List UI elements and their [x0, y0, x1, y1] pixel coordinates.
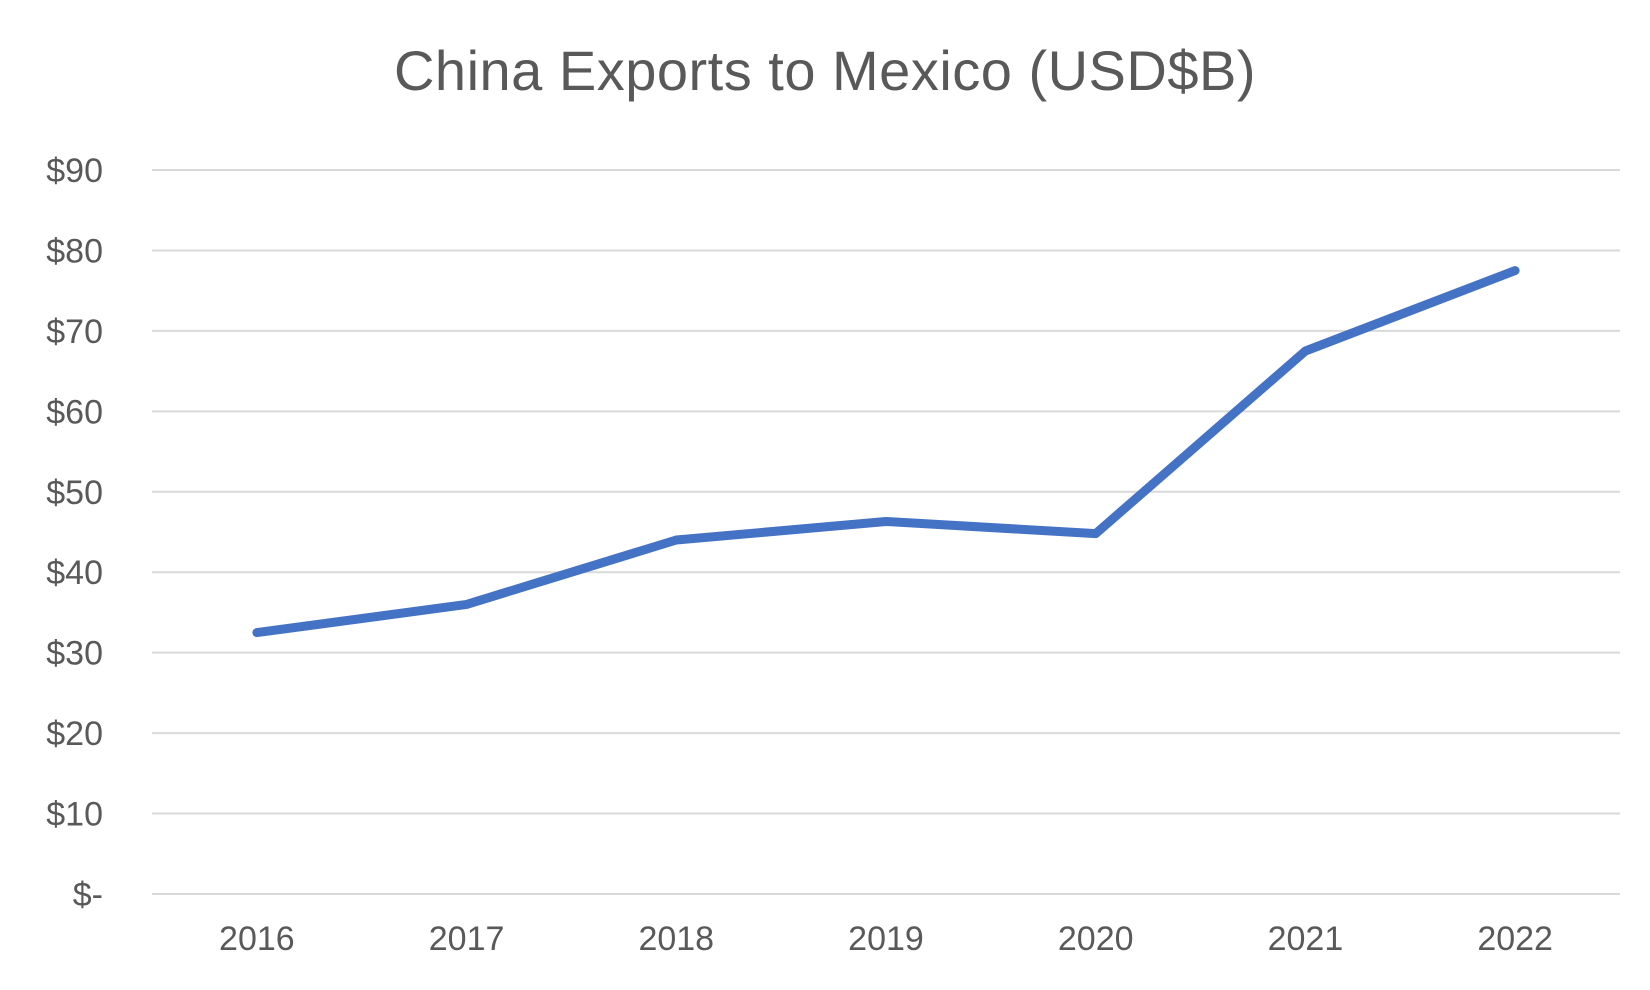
series-layer	[252, 266, 1520, 638]
y-tick-label: $90	[46, 152, 103, 190]
y-tick-label: $60	[46, 393, 103, 431]
x-tick-label: 2022	[1477, 920, 1553, 958]
y-tick-label: $30	[46, 635, 103, 673]
x-axis-tick-labels: 2016 2017 2018 2019 2020 2021 2022	[219, 920, 1553, 958]
y-axis-tick-labels: $90 $80 $70 $60 $50 $40 $30 $20 $10 $-	[46, 152, 103, 914]
x-tick-label: 2019	[848, 920, 924, 958]
x-tick-label: 2021	[1268, 920, 1344, 958]
y-tick-label: $10	[46, 796, 103, 834]
gridlines	[152, 169, 1620, 895]
x-tick-label: 2018	[638, 920, 714, 958]
y-tick-label: $40	[46, 554, 103, 592]
y-tick-label: $80	[46, 232, 103, 270]
x-tick-label: 2017	[429, 920, 505, 958]
y-tick-label: $20	[46, 715, 103, 753]
x-tick-label: 2016	[219, 920, 295, 958]
x-tick-label: 2020	[1058, 920, 1134, 958]
chart-title: China Exports to Mexico (USD$B)	[393, 39, 1256, 102]
series-line	[252, 266, 1520, 638]
y-tick-label: $70	[46, 313, 103, 351]
y-tick-label: $50	[46, 474, 103, 512]
y-tick-label: $-	[73, 876, 103, 914]
